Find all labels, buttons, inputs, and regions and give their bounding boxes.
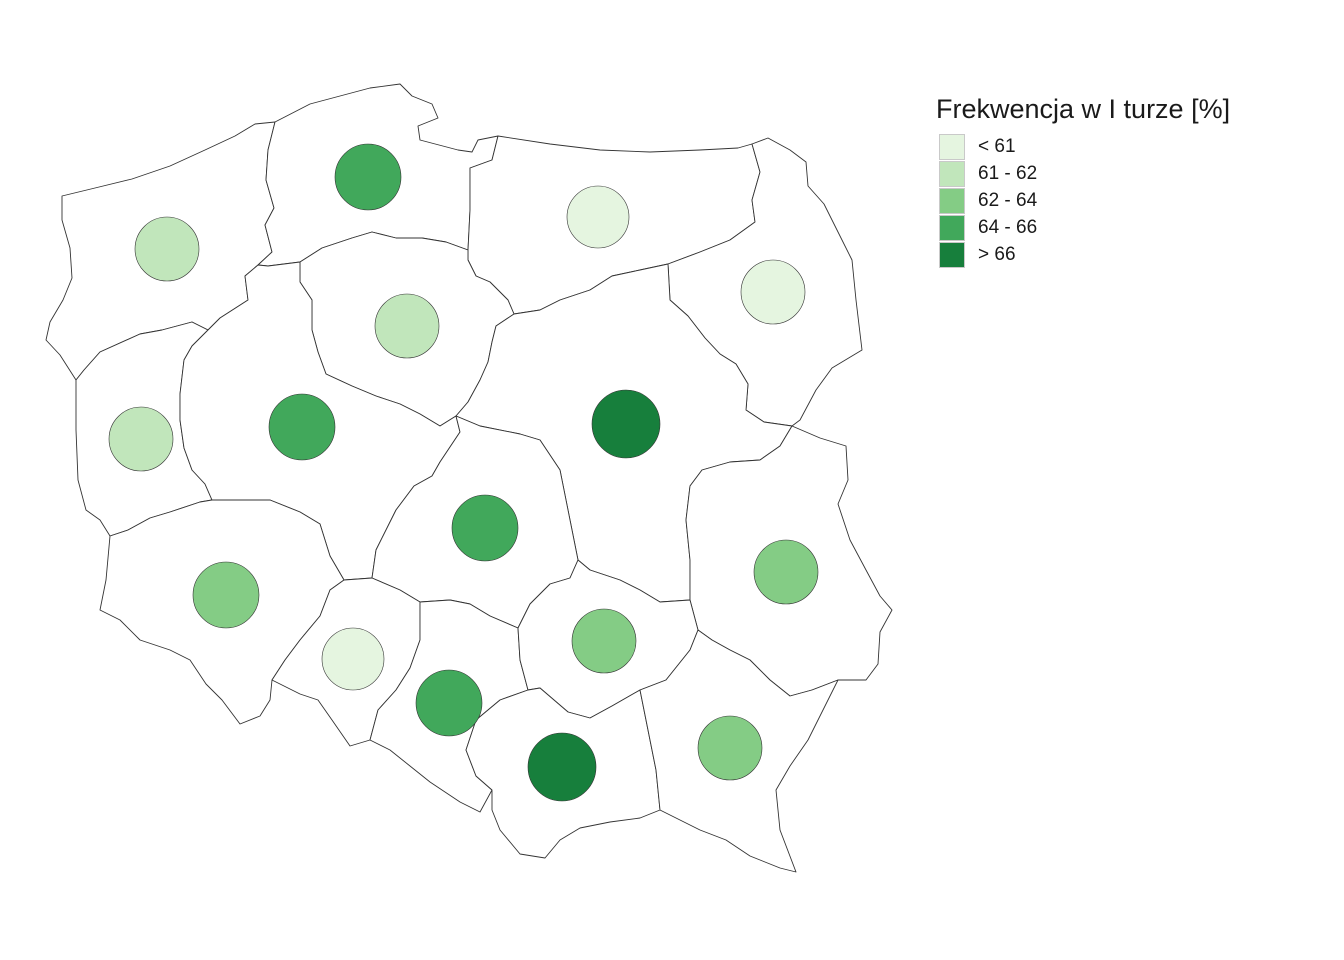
legend-label: 62 - 64 [978, 189, 1038, 211]
legend-label: 61 - 62 [978, 162, 1038, 184]
bubble-podkarpackie[interactable] [697, 715, 763, 781]
bubble-zachodniopomorskie[interactable] [134, 216, 200, 282]
legend-item: 64 - 66 [936, 214, 1230, 241]
legend-swatch [939, 160, 965, 187]
bubble-wielkopolskie[interactable] [268, 393, 336, 461]
legend-item: 62 - 64 [936, 187, 1230, 214]
legend-title: Frekwencja w I turze [%] [936, 94, 1231, 124]
voivodeship-boundaries [45, 83, 893, 873]
bubble-pomorskie[interactable] [334, 143, 402, 211]
legend-swatch [939, 241, 965, 268]
bubble-mazowieckie[interactable] [591, 389, 661, 459]
legend-label: > 66 [978, 243, 1016, 265]
legend-label: 64 - 66 [978, 216, 1038, 238]
bubble-opolskie[interactable] [321, 627, 385, 691]
bubble-dolnoslaskie[interactable] [192, 561, 260, 629]
bubble-lubuskie[interactable] [108, 406, 174, 472]
turnout-bubbles [108, 143, 819, 802]
bubble-warminsko-mazurskie[interactable] [566, 185, 630, 249]
legend-item: < 61 [936, 133, 1230, 160]
legend-item: > 66 [936, 241, 1230, 268]
legend-label: < 61 [978, 135, 1016, 157]
legend-swatch [939, 214, 965, 241]
bubble-malopolskie[interactable] [527, 732, 597, 802]
map-legend: Frekwencja w I turze [%] < 61 61 - 62 62… [936, 94, 1230, 268]
bubble-lubelskie[interactable] [753, 539, 819, 605]
bubble-swietokrzyskie[interactable] [571, 608, 637, 674]
legend-swatch [939, 133, 965, 160]
bubble-slaskie[interactable] [415, 669, 483, 737]
bubble-kujawsko-pomorskie[interactable] [374, 293, 440, 359]
legend-swatch [939, 187, 965, 214]
bubble-podlaskie[interactable] [740, 259, 806, 325]
bubble-lodzkie[interactable] [451, 494, 519, 562]
legend-item: 61 - 62 [936, 160, 1230, 187]
